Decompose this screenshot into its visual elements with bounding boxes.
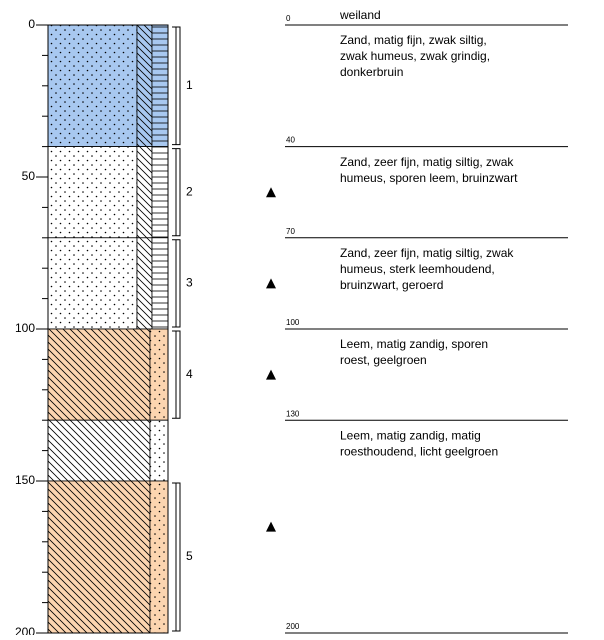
boundary-label: 0: [286, 14, 291, 23]
description: donkerbruin: [340, 65, 403, 79]
description: zwak humeus, zwak grindig,: [340, 49, 490, 63]
boundary-label: 100: [286, 318, 300, 327]
layer-pattern: [48, 238, 137, 329]
description: Leem, matig zandig, sporen: [340, 337, 488, 351]
layer-pattern: [152, 238, 168, 329]
boundary-label: 130: [286, 409, 300, 418]
marker: [266, 278, 276, 288]
description: roesthoudend, licht geelgroen: [340, 444, 498, 458]
tick-label: 100: [15, 321, 35, 335]
sample-label: 5: [186, 549, 193, 563]
top-note: weiland: [339, 8, 381, 22]
boundary-label: 70: [286, 227, 295, 236]
layer-pattern: [152, 25, 168, 147]
sample-label: 4: [186, 367, 193, 381]
boundary-label: 40: [286, 136, 295, 145]
layer-pattern: [48, 420, 150, 481]
sample-label: 2: [186, 184, 193, 198]
tick-label: 50: [22, 169, 36, 183]
sample-label: 3: [186, 276, 193, 290]
layer-pattern: [48, 147, 137, 238]
layer-pattern: [150, 329, 168, 420]
description: Zand, zeer fijn, matig siltig, zwak: [340, 246, 514, 260]
description: humeus, sterk leemhoudend,: [340, 262, 495, 276]
layer-pattern: [48, 329, 150, 420]
marker: [266, 522, 276, 532]
layer-pattern: [152, 147, 168, 238]
layer-pattern: [137, 25, 152, 147]
boundary-label: 200: [286, 622, 300, 631]
description: bruinzwart, geroerd: [340, 278, 443, 292]
description: Leem, matig zandig, matig: [340, 428, 481, 442]
description: Zand, matig fijn, zwak siltig,: [340, 33, 487, 47]
layer-pattern: [150, 481, 168, 633]
sample-label: 1: [186, 78, 193, 92]
layer-pattern: [48, 25, 137, 147]
marker: [266, 187, 276, 197]
description: roest, geelgroen: [340, 353, 427, 367]
description: humeus, sporen leem, bruinzwart: [340, 171, 518, 185]
tick-label: 0: [28, 17, 35, 31]
layer-pattern: [137, 147, 152, 238]
tick-label: 200: [15, 625, 35, 635]
layer-pattern: [48, 481, 150, 633]
description: Zand, zeer fijn, matig siltig, zwak: [340, 155, 514, 169]
tick-label: 150: [15, 473, 35, 487]
marker: [266, 370, 276, 380]
layer-pattern: [150, 420, 168, 481]
layer-pattern: [137, 238, 152, 329]
boring-log: 0 50 100 150 200 1 2 3 4 5 weiland 0 40 70 100 130 200 Za…: [0, 0, 604, 635]
